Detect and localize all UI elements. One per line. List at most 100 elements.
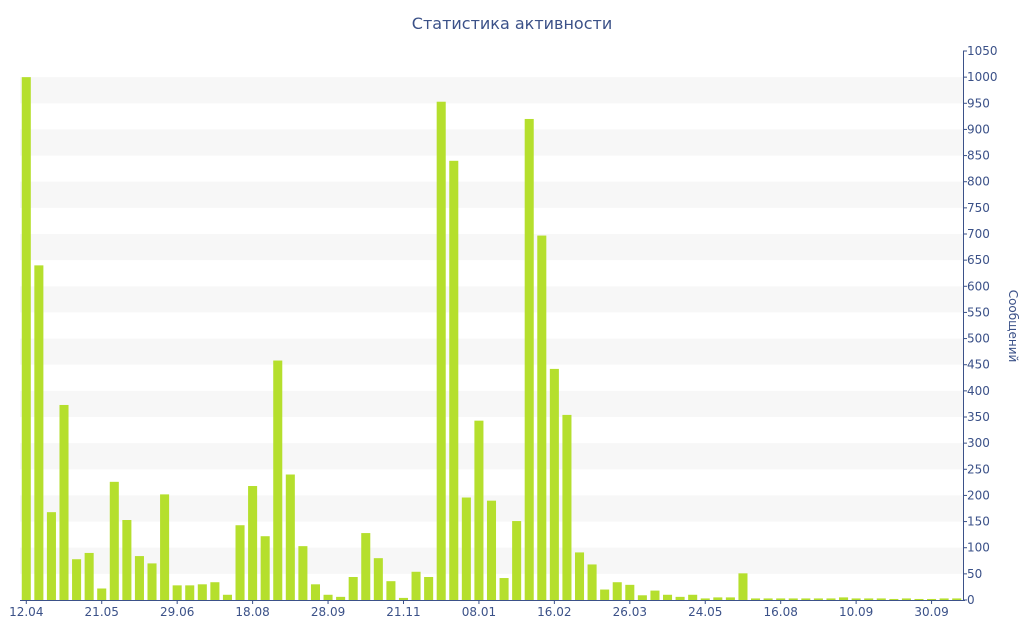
bar[interactable] bbox=[587, 564, 597, 600]
bar[interactable] bbox=[235, 525, 245, 600]
y-tick-label: 650 bbox=[967, 253, 990, 267]
bar[interactable] bbox=[612, 582, 622, 600]
bar[interactable] bbox=[864, 598, 874, 600]
bar[interactable] bbox=[449, 160, 459, 601]
bar[interactable] bbox=[134, 556, 144, 600]
bar[interactable] bbox=[197, 584, 207, 600]
bar[interactable] bbox=[738, 573, 748, 600]
y-tick-label: 1050 bbox=[967, 44, 998, 58]
bar[interactable] bbox=[273, 360, 283, 600]
bar[interactable] bbox=[839, 597, 849, 600]
grid-bands bbox=[20, 77, 963, 574]
bar[interactable] bbox=[46, 512, 56, 600]
bar[interactable] bbox=[663, 594, 673, 600]
bar[interactable] bbox=[72, 559, 82, 600]
y-tick-label: 900 bbox=[967, 122, 990, 136]
bar[interactable] bbox=[436, 101, 446, 600]
bar[interactable] bbox=[700, 598, 710, 600]
y-tick-label: 800 bbox=[967, 175, 990, 189]
bar[interactable] bbox=[336, 596, 346, 600]
bar[interactable] bbox=[813, 598, 823, 600]
bar[interactable] bbox=[751, 598, 761, 600]
bar[interactable] bbox=[574, 552, 585, 600]
bar[interactable] bbox=[411, 571, 421, 600]
y-tick-label: 250 bbox=[967, 462, 990, 476]
chart-title: Статистика активности bbox=[411, 14, 613, 33]
bar[interactable] bbox=[160, 494, 170, 600]
bar[interactable] bbox=[424, 576, 434, 600]
bar[interactable] bbox=[788, 598, 798, 600]
bar[interactable] bbox=[84, 552, 94, 600]
y-tick-label: 400 bbox=[967, 384, 990, 398]
y-tick-label: 850 bbox=[967, 149, 990, 163]
bar[interactable] bbox=[901, 598, 911, 600]
bar[interactable] bbox=[876, 598, 886, 600]
y-tick-label: 700 bbox=[967, 227, 990, 241]
bar[interactable] bbox=[386, 581, 396, 600]
bar[interactable] bbox=[248, 486, 258, 600]
x-tick-label: 12.04 bbox=[9, 605, 43, 619]
y-tick-label: 550 bbox=[967, 305, 990, 319]
bar[interactable] bbox=[486, 500, 497, 600]
bar[interactable] bbox=[512, 521, 522, 600]
bar[interactable] bbox=[776, 598, 786, 600]
bar[interactable] bbox=[952, 598, 962, 600]
bar[interactable] bbox=[185, 585, 195, 600]
y-tick-label: 500 bbox=[967, 332, 990, 346]
bar[interactable] bbox=[688, 594, 698, 600]
bar[interactable] bbox=[499, 578, 509, 600]
bar[interactable] bbox=[725, 597, 735, 600]
bar[interactable] bbox=[637, 595, 647, 600]
y-tick-label: 50 bbox=[967, 567, 982, 581]
bar[interactable] bbox=[147, 563, 157, 600]
y-tick-label: 450 bbox=[967, 358, 990, 372]
bar[interactable] bbox=[461, 497, 471, 600]
y-tick-label: 300 bbox=[967, 436, 990, 450]
bar[interactable] bbox=[59, 404, 69, 600]
bar[interactable] bbox=[222, 594, 232, 600]
bar[interactable] bbox=[763, 598, 773, 600]
bar[interactable] bbox=[675, 596, 685, 600]
bar[interactable] bbox=[914, 598, 924, 600]
bar[interactable] bbox=[398, 597, 409, 600]
bar[interactable] bbox=[210, 582, 220, 600]
bar[interactable] bbox=[323, 594, 333, 600]
x-axis: 12.04 21.05 29.06 18.08 28.09 21.11 08.01 16.02… bbox=[9, 600, 965, 619]
bar[interactable] bbox=[625, 584, 635, 600]
bar[interactable] bbox=[889, 598, 899, 600]
bar[interactable] bbox=[851, 598, 861, 600]
bar[interactable] bbox=[600, 589, 610, 600]
bar[interactable] bbox=[474, 420, 484, 600]
y-axis: 0 50 100 150 200 250 300 350 400 450 500 550 600 650 7… bbox=[963, 44, 998, 607]
bar[interactable] bbox=[373, 558, 383, 600]
bar[interactable] bbox=[361, 533, 371, 600]
bar[interactable] bbox=[713, 597, 723, 600]
bar[interactable] bbox=[97, 588, 107, 601]
bar[interactable] bbox=[939, 598, 949, 600]
bar[interactable] bbox=[348, 576, 358, 600]
bar[interactable] bbox=[21, 77, 31, 600]
bar[interactable] bbox=[260, 536, 270, 600]
bar[interactable] bbox=[298, 546, 308, 600]
bar[interactable] bbox=[109, 481, 119, 600]
bar[interactable] bbox=[524, 118, 534, 600]
x-tick-label: 16.08 bbox=[764, 605, 798, 619]
bar[interactable] bbox=[826, 598, 836, 600]
bar[interactable] bbox=[801, 598, 811, 600]
grid-band bbox=[20, 234, 963, 261]
bars-group bbox=[21, 77, 962, 601]
bar[interactable] bbox=[537, 235, 547, 600]
y-axis-title: Сообщений bbox=[1006, 289, 1020, 363]
grid-band bbox=[20, 338, 963, 365]
bar[interactable] bbox=[122, 520, 132, 600]
bar[interactable] bbox=[562, 414, 572, 600]
bar[interactable] bbox=[310, 584, 320, 600]
bar[interactable] bbox=[34, 265, 44, 600]
bar[interactable] bbox=[549, 368, 559, 600]
bar[interactable] bbox=[927, 598, 937, 600]
bar[interactable] bbox=[172, 585, 182, 600]
bar[interactable] bbox=[650, 590, 660, 600]
x-tick-label: 21.11 bbox=[386, 605, 420, 619]
bar[interactable] bbox=[285, 474, 295, 600]
